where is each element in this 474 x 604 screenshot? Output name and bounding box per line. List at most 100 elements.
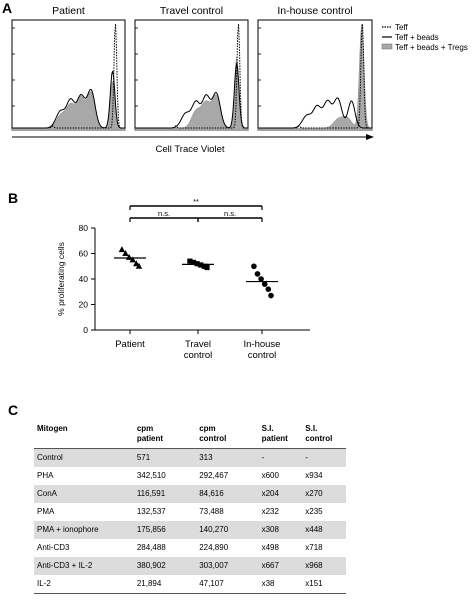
table-row: PHA 342,510 292,467 x600 x934	[34, 467, 346, 485]
table-header-cell: cpm patient	[133, 421, 197, 449]
table-cell: 224,890	[199, 543, 229, 552]
table-cell: 292,467	[199, 471, 229, 480]
panel-b-letter: B	[8, 190, 19, 206]
table-cell: 342,510	[136, 471, 166, 480]
table-cell: -	[302, 448, 346, 467]
histogram-frame-2	[257, 19, 373, 131]
x-category-label: control	[184, 350, 213, 361]
table-cell: Control	[34, 448, 134, 467]
x-category-label: Travel	[185, 339, 211, 350]
table-cell: PHA	[37, 471, 54, 480]
table-cell: x38	[258, 575, 303, 594]
table-cell: 140,270	[196, 521, 259, 539]
table-cell: 21,894	[133, 575, 197, 594]
histogram-teff-line-1	[135, 23, 248, 129]
patient-point	[133, 260, 140, 267]
legend-swatch-2	[381, 43, 393, 50]
histogram-teff-line-0	[12, 23, 125, 129]
table-cell: 175,856	[133, 521, 197, 539]
table-cell: 313	[196, 448, 259, 467]
table-header-cell: Mitogen	[34, 421, 134, 449]
table-cell: x448	[302, 521, 346, 539]
travel-control-point	[190, 259, 197, 266]
table-cell: x308	[258, 521, 303, 539]
y-tick-label: 40	[79, 274, 89, 284]
table-cell: 84,616	[196, 485, 259, 503]
table-cell: x718	[305, 543, 323, 552]
y-tick-label: 80	[79, 223, 89, 233]
table-row: IL-2 21,894 47,107 x38 x151	[34, 575, 346, 594]
x-category-label: In-house	[244, 339, 281, 350]
table-cell: x600	[261, 471, 279, 480]
table-cell: x968	[302, 557, 346, 575]
significance-label: n.s.	[224, 209, 236, 218]
table-cell: PMA	[37, 507, 55, 516]
table-cell: Anti-CD3	[37, 543, 70, 552]
table-cell: 73,488	[199, 507, 224, 516]
y-tick-label: 20	[79, 300, 89, 310]
patient-point	[118, 246, 126, 253]
table-cell: 47,107	[196, 575, 259, 594]
table-row: Control 571 313- -	[34, 448, 346, 467]
y-tick-label: 0	[83, 325, 88, 335]
table-cell: x934	[305, 471, 323, 480]
table-header-cell: S.I. control	[302, 421, 346, 449]
travel-control-point	[187, 258, 193, 264]
histogram-frame-1	[134, 19, 249, 131]
patient-point	[122, 250, 129, 256]
table-cell: 303,007	[196, 557, 259, 575]
histogram-panel: Patient Travel control In-house control Cel…	[11, 5, 468, 155]
travel-control-point	[201, 263, 207, 269]
table-cell: -	[258, 448, 303, 467]
histogram-title-1: Travel control	[160, 5, 223, 17]
table-row: PMA + ionophore 175,856 140,270 x308 x448	[34, 521, 346, 539]
table-cell: PMA + ionophore	[34, 521, 134, 539]
scatter-plot: 0 20 40 60 80 % proliferating cells Patient Tra…	[56, 197, 310, 361]
table-cell: x235	[305, 507, 323, 516]
table-cell: x151	[302, 575, 346, 594]
table-cell: x204	[258, 485, 303, 503]
y-tick-label: 60	[79, 249, 89, 259]
histogram-title-2: In-house control	[277, 5, 352, 17]
significance-label: n.s.	[158, 209, 170, 218]
table-cell: 284,488	[136, 543, 166, 552]
table-cell: 380,902	[133, 557, 197, 575]
table-cell: x498	[261, 543, 279, 552]
inhouse-control-point	[251, 263, 257, 270]
inhouse-control-point	[261, 281, 268, 287]
table-header-cell: S.I. patient	[258, 421, 303, 449]
x-category-label: control	[248, 350, 277, 361]
histogram-beads-line-0	[12, 70, 126, 129]
mitogen-table: Mitogen cpm patient cpm control S.I. patient S.…	[34, 421, 346, 594]
legend-label-2: Teff + beads + Tregs	[395, 43, 468, 52]
significance-label: **	[193, 197, 199, 206]
table-row: Anti-CD3 284,488 224,890 x498 x718	[34, 539, 346, 557]
histogram-teff-line-2	[258, 23, 372, 129]
inhouse-control-point	[254, 271, 261, 277]
panel-a-letter: A	[2, 0, 13, 16]
legend-label-0: Teff	[395, 23, 409, 32]
patient-point	[129, 256, 136, 263]
table-row: Anti-CD3 + IL-2 380,902 303,007 x667 x968	[34, 557, 346, 575]
table-cell: 132,537	[136, 507, 166, 516]
table-cell: x232	[261, 507, 279, 516]
table-cell: x667	[258, 557, 303, 575]
travel-control-point	[194, 261, 200, 267]
table-cell: x270	[302, 485, 346, 503]
table-cell: ConA	[34, 485, 134, 503]
table-header-cell: cpm control	[196, 421, 259, 449]
inhouse-control-point	[268, 292, 274, 299]
table-cell: 116,591	[133, 485, 197, 503]
table-row: ConA 116,591 84,616 x204 x270	[34, 485, 346, 503]
inhouse-control-point	[265, 286, 272, 292]
table-cell: Anti-CD3 + IL-2	[34, 557, 134, 575]
x-category-label: Patient	[115, 339, 145, 350]
histogram-xlabel: Cell Trace Violet	[156, 144, 225, 155]
patient-point	[135, 262, 143, 269]
histogram-title-0: Patient	[52, 5, 85, 17]
table-row: PMA 132,537 73,488 x232 x235	[34, 503, 346, 521]
table-cell: 571	[133, 448, 197, 467]
histogram-arrowhead	[366, 134, 374, 140]
table-cell: IL-2	[34, 575, 134, 594]
y-axis-label: % proliferating cells	[56, 242, 66, 316]
